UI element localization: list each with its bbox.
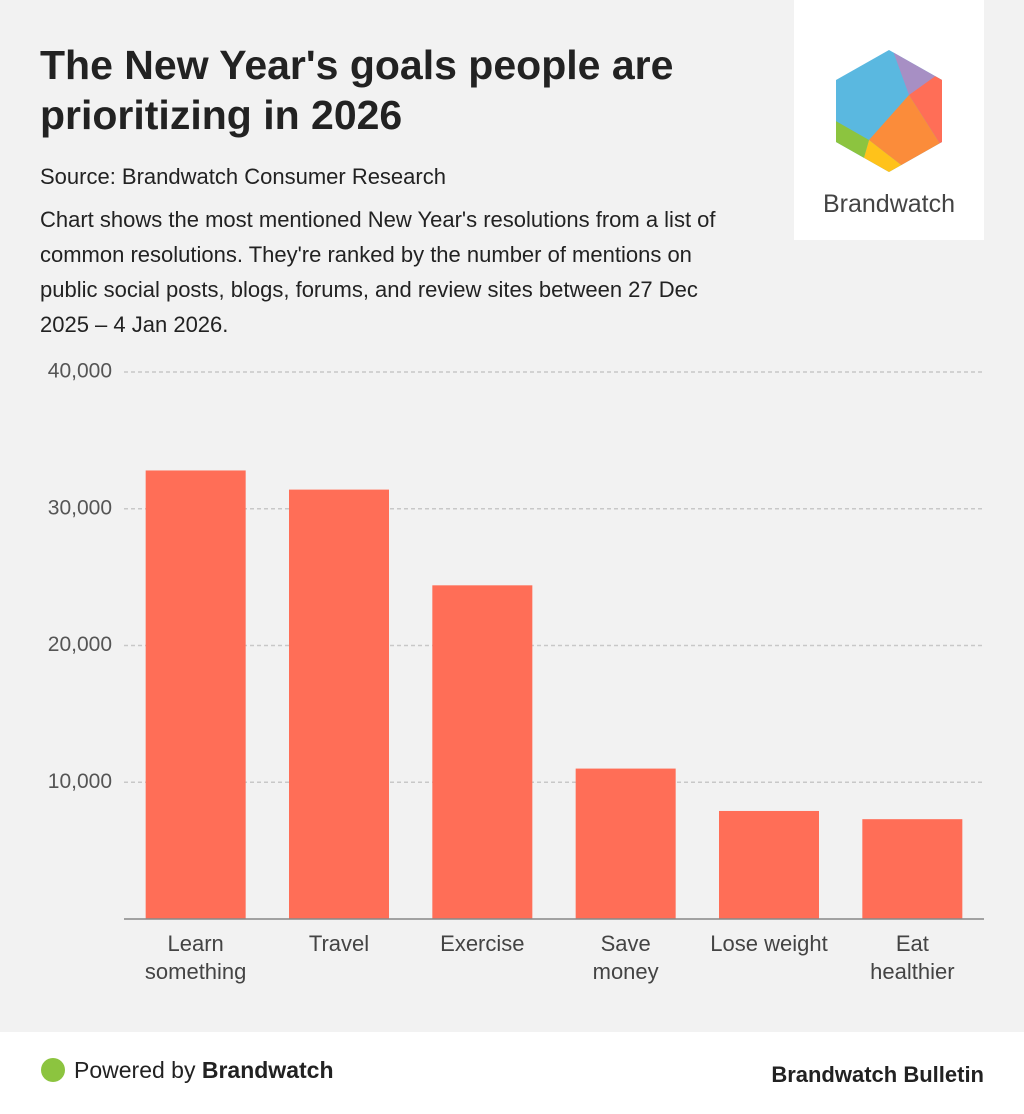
y-tick-label: 20,000: [48, 633, 112, 656]
bar: [432, 585, 533, 919]
footer: [0, 1032, 1024, 1114]
logo-text: Brandwatch: [822, 190, 956, 218]
source: Source: Brandwatch Consumer Research: [40, 164, 446, 189]
powered-brand: Brandwatch: [201, 1057, 334, 1083]
x-tick-label: Save money: [592, 931, 659, 984]
x-tick-label: Travel: [308, 931, 370, 956]
powered-dot: [41, 1058, 65, 1082]
bar: [289, 489, 389, 919]
powered-prefix: Powered by: [74, 1057, 196, 1083]
description: Chart shows the most mentioned New Year'…: [40, 207, 716, 337]
logo-box: [794, 0, 984, 240]
y-tick-label: 10,000: [48, 770, 112, 793]
powered-by: Powered by Brandwatch: [74, 1057, 334, 1084]
x-tick-label: Learn something: [144, 931, 247, 984]
y-tick-label: 30,000: [48, 496, 112, 519]
bar: [719, 810, 819, 919]
chart-title: The New Year's goals people are prioriti…: [40, 42, 674, 138]
publication: Brandwatch Bulletin: [771, 1062, 984, 1087]
x-tick-label: Eat healthier: [870, 931, 955, 984]
bar: [862, 819, 963, 919]
chart: 10,000 20,000 30,000 40,000: [48, 360, 984, 920]
logo-mark: [836, 50, 942, 172]
x-tick-label: Lose weight: [710, 931, 828, 956]
bar: [145, 470, 246, 919]
bar: [575, 768, 676, 919]
y-tick-label: 40,000: [48, 360, 112, 383]
x-tick-label: Exercise: [440, 931, 525, 956]
